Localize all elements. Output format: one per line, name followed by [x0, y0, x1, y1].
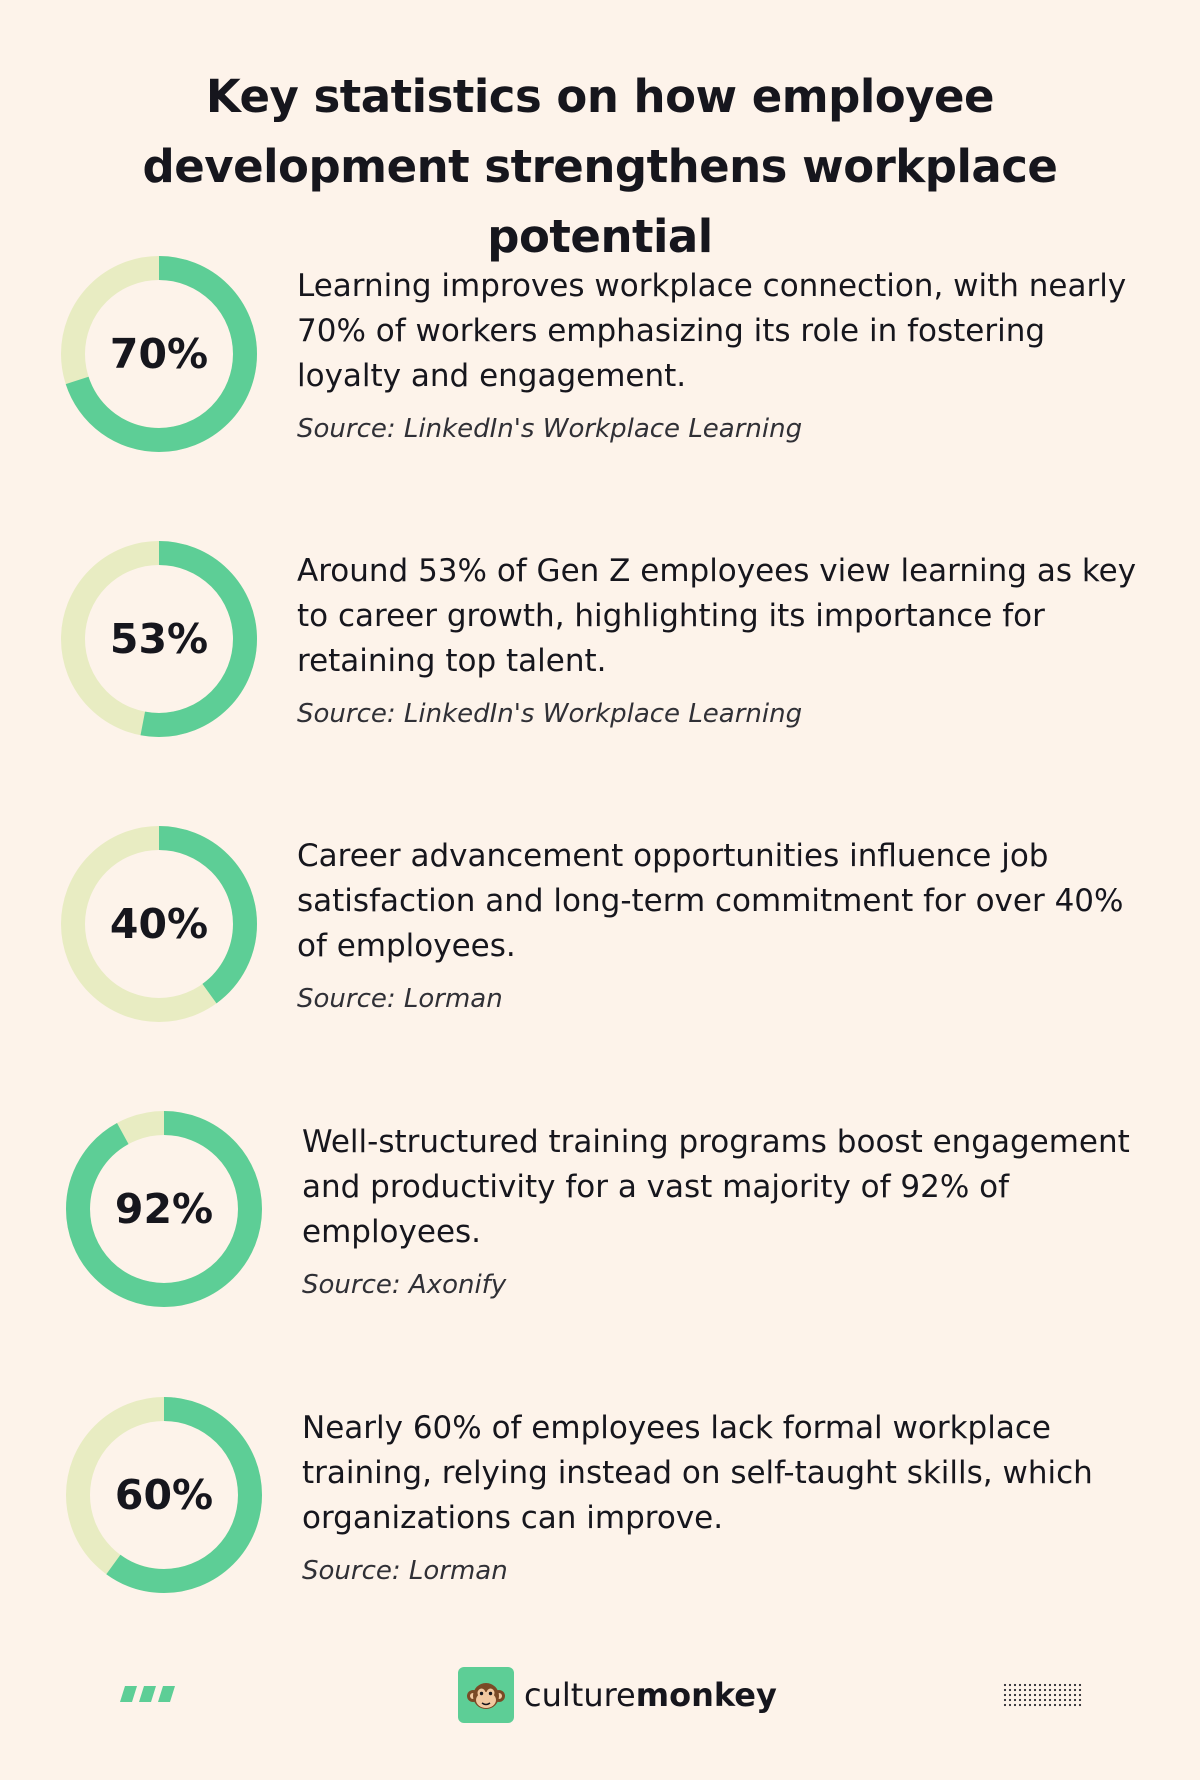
- brand-name-bold: monkey: [635, 1676, 777, 1714]
- donut-fill: [61, 541, 257, 737]
- brand-name: culturemonkey: [524, 1674, 777, 1716]
- stat-text-block: Career advancement opportunities influen…: [297, 834, 1147, 1017]
- stat-percent: 53%: [109, 615, 209, 663]
- donut-ring: [66, 1111, 262, 1307]
- stat-source: Source: Lorman: [302, 1556, 508, 1586]
- stat-source: Source: LinkedIn's Workplace Learning: [297, 699, 803, 729]
- donut-chart: 40%: [61, 826, 257, 1022]
- donut-chart: 53%: [61, 541, 257, 737]
- chevrons-icon: [120, 1686, 175, 1702]
- stat-text-block: Around 53% of Gen Z employees view learn…: [297, 549, 1147, 732]
- stat-item: 92% Well-structured training programs bo…: [0, 1111, 1200, 1321]
- page-title: Key statistics on how employee developme…: [142, 70, 1058, 263]
- monkey-logo-icon: [458, 1667, 514, 1723]
- stat-item: 40% Career advancement opportunities inf…: [0, 826, 1200, 1036]
- stat-percent: 60%: [114, 1471, 214, 1519]
- brand-name-light: culture: [524, 1676, 636, 1714]
- stat-description: Nearly 60% of employees lack formal work…: [302, 1410, 1093, 1536]
- donut-fill: [61, 256, 257, 452]
- donut-ring: [61, 826, 257, 1022]
- stat-item: 60% Nearly 60% of employees lack formal …: [0, 1397, 1200, 1607]
- donut-ring: [61, 256, 257, 452]
- stat-source: Source: LinkedIn's Workplace Learning: [297, 414, 803, 444]
- stat-percent: 92%: [114, 1185, 214, 1233]
- stat-percent: 40%: [109, 900, 209, 948]
- stat-text-block: Learning improves workplace connection, …: [297, 264, 1147, 447]
- donut-fill: [66, 1397, 262, 1593]
- donut-ring: [66, 1397, 262, 1593]
- stat-description: Well-structured training programs boost …: [302, 1124, 1130, 1250]
- donut-chart: 92%: [66, 1111, 262, 1307]
- stat-percent: 70%: [109, 330, 209, 378]
- stat-source: Source: Axonify: [302, 1270, 507, 1300]
- stat-item: 70% Learning improves workplace connecti…: [0, 256, 1200, 466]
- stat-item: 53% Around 53% of Gen Z employees view l…: [0, 541, 1200, 751]
- dot-grid-icon: [1003, 1683, 1082, 1707]
- stat-description: Career advancement opportunities influen…: [297, 838, 1124, 964]
- donut-fill: [66, 1111, 262, 1307]
- stat-text-block: Well-structured training programs boost …: [302, 1120, 1152, 1303]
- stat-text-block: Nearly 60% of employees lack formal work…: [302, 1406, 1152, 1589]
- stat-source: Source: Lorman: [297, 984, 503, 1014]
- donut-fill: [61, 826, 257, 1022]
- stat-description: Learning improves workplace connection, …: [297, 268, 1127, 394]
- donut-ring: [61, 541, 257, 737]
- donut-chart: 60%: [66, 1397, 262, 1593]
- donut-chart: 70%: [61, 256, 257, 452]
- footer: culturemonkey: [0, 1660, 1200, 1730]
- stat-description: Around 53% of Gen Z employees view learn…: [297, 553, 1137, 679]
